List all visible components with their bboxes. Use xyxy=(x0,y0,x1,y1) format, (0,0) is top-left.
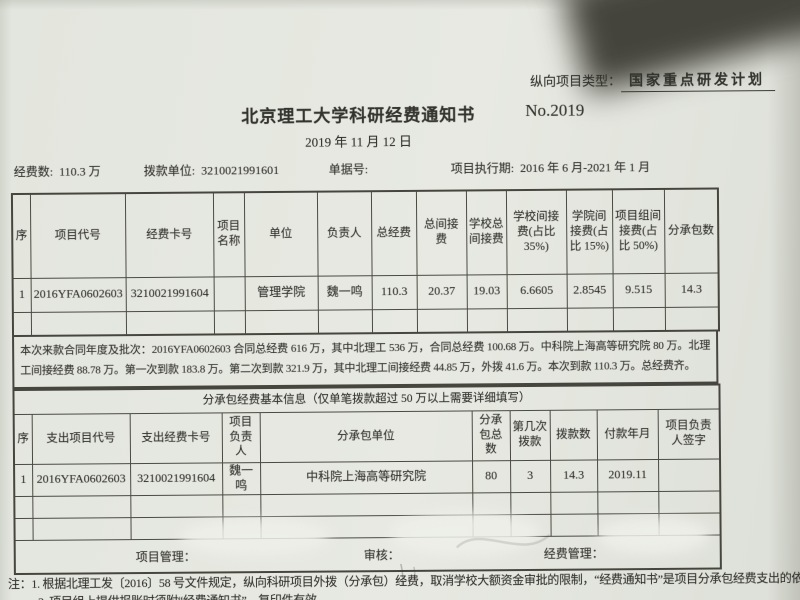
column-header: 付款年月 xyxy=(596,408,659,460)
table-cell: 2.8545 xyxy=(566,273,613,308)
column-header: 单位 xyxy=(243,191,318,277)
empty-cell xyxy=(550,491,598,515)
empty-cell xyxy=(506,307,568,333)
table-header-row: 序 项目代号 经费卡号 项目名称 单位 负责人 总经费 总间接费 学校总间接费 … xyxy=(11,188,719,279)
table-cell: 管理学院 xyxy=(244,275,318,311)
empty-cell xyxy=(550,513,598,537)
table-cell: 2016YFA0602603 xyxy=(32,463,131,497)
column-header: 序 xyxy=(13,413,33,465)
payer-unit-label: 拨款单位: xyxy=(143,163,196,179)
column-header: 支出经费卡号 xyxy=(129,412,223,464)
table-cell: 1 xyxy=(12,277,31,313)
empty-cell xyxy=(664,306,720,331)
column-header: 支出项目代号 xyxy=(31,413,131,464)
document-number: No.2019 xyxy=(525,100,585,121)
column-header: 项目组间接费(占比 50%) xyxy=(611,188,665,274)
project-type-label: 纵向项目类型： xyxy=(529,73,622,89)
empty-cell xyxy=(30,311,127,336)
table-cell: 中科院上海高等研究院 xyxy=(260,460,473,495)
table-cell: 1 xyxy=(14,463,33,497)
empty-cell xyxy=(612,306,666,332)
table-cell: 6.6605 xyxy=(506,273,567,309)
project-type-value: 国家重点研发计划 xyxy=(621,73,776,93)
column-header: 总经费 xyxy=(370,190,417,276)
main-funding-table: 序 项目代号 经费卡号 项目名称 单位 负责人 总经费 总间接费 学校总间接费 … xyxy=(10,187,721,338)
empty-cell xyxy=(566,307,614,332)
empty-cell xyxy=(658,490,721,514)
empty-cell xyxy=(317,309,373,334)
empty-cell xyxy=(32,517,131,541)
empty-cell xyxy=(371,308,418,334)
footnote-line-2: 2. 项目组上提供报账时须附“经费通知书”，复印件有效。 xyxy=(38,591,328,600)
payer-unit: 拨款单位: 3210021991601 xyxy=(144,161,279,179)
column-header: 分承包总数 xyxy=(471,410,511,461)
execution-period-label: 项目执行期: xyxy=(450,161,515,176)
empty-cell xyxy=(597,491,659,514)
funds-management-label: 经费管理： xyxy=(543,546,604,561)
column-header: 项目名称 xyxy=(212,192,245,277)
funds-amount-value: 110.3 万 xyxy=(59,164,101,179)
table-cell xyxy=(213,276,245,311)
column-header: 学校间接费(占比 35%) xyxy=(505,189,567,275)
project-management-label: 项目管理： xyxy=(135,549,196,564)
column-header: 分承包单位 xyxy=(259,410,473,463)
column-header: 序 xyxy=(11,193,31,279)
execution-period-value: 2016 年 6 月-2021 年 1 月 xyxy=(520,160,651,176)
execution-period: 项目执行期: 2016 年 6 月-2021 年 1 月 xyxy=(451,158,650,177)
table-cell: 110.3 xyxy=(371,274,417,310)
empty-cell xyxy=(32,495,131,519)
document-date: 2019 年 11 月 12 日 xyxy=(305,133,412,150)
audit-label: 审核： xyxy=(363,547,400,562)
column-header: 项目负责人签字 xyxy=(657,408,721,459)
table-cell: 80 xyxy=(472,460,511,493)
funds-amount-label: 经费数: xyxy=(13,164,54,180)
table-cell: 14.3 xyxy=(664,272,719,307)
table-cell: 2016YFA0602603 xyxy=(30,277,126,312)
funds-amount: 经费数: 110.3 万 xyxy=(14,162,101,180)
info-line: 经费数: 110.3 万 拨款单位: 3210021991601 单据号: 项目执行… xyxy=(0,157,799,179)
column-header: 项目代号 xyxy=(29,193,126,278)
table-cell: 20.37 xyxy=(416,274,467,309)
table-row: 1 2016YFA0602603 3210021991604 管理学院 魏一鸣 … xyxy=(12,272,719,313)
receipt-number-label: 单据号: xyxy=(328,162,369,177)
empty-cell xyxy=(125,310,215,336)
table-cell: 9.515 xyxy=(612,272,665,308)
empty-cell xyxy=(14,496,33,519)
empty-cell xyxy=(12,311,32,337)
table-cell: 3210021991604 xyxy=(130,462,223,496)
column-header: 学院间接费(占比 15%) xyxy=(565,189,613,274)
table-cell: 2019.11 xyxy=(597,458,659,492)
payer-unit-value: 3210021991601 xyxy=(201,162,280,178)
column-header: 学校总间接费 xyxy=(465,190,507,275)
empty-cell xyxy=(510,492,551,515)
empty-cell xyxy=(222,494,261,517)
table-cell: 14.3 xyxy=(550,459,598,493)
remark-paragraph: 本次来款合同年度及批次：2016YFA0602603 合同总经费 616 万，其… xyxy=(12,329,719,390)
document-title: 北京理工大学科研经费通知书 xyxy=(241,105,476,127)
column-header: 经费卡号 xyxy=(124,192,214,278)
column-header: 总间接费 xyxy=(415,190,467,275)
table-cell: 魏一鸣 xyxy=(222,462,261,495)
table-cell xyxy=(658,458,721,492)
empty-cell xyxy=(244,309,319,335)
empty-cell xyxy=(466,308,508,333)
table-cell: 魏一鸣 xyxy=(317,275,372,310)
column-header: 项目负责人 xyxy=(221,412,261,463)
table-cell: 3210021991604 xyxy=(125,276,214,312)
column-header: 负责人 xyxy=(316,191,372,276)
column-header: 拨款数 xyxy=(549,409,598,460)
empty-cell xyxy=(213,310,246,335)
empty-cell xyxy=(416,308,468,333)
empty-cell xyxy=(14,518,33,541)
column-header: 分承包数 xyxy=(663,188,719,273)
table-cell: 3 xyxy=(510,459,551,493)
table-cell: 19.03 xyxy=(466,274,507,309)
empty-cell xyxy=(130,494,223,518)
project-type-line: 纵向项目类型： 国家重点研发计划 xyxy=(529,69,776,93)
table-header-row: 序 支出项目代号 支出经费卡号 项目负责人 分承包单位 分承包总数 第几次拨款 … xyxy=(13,408,721,465)
receipt-number: 单据号: xyxy=(329,160,374,177)
column-header: 第几次拨款 xyxy=(509,409,551,461)
